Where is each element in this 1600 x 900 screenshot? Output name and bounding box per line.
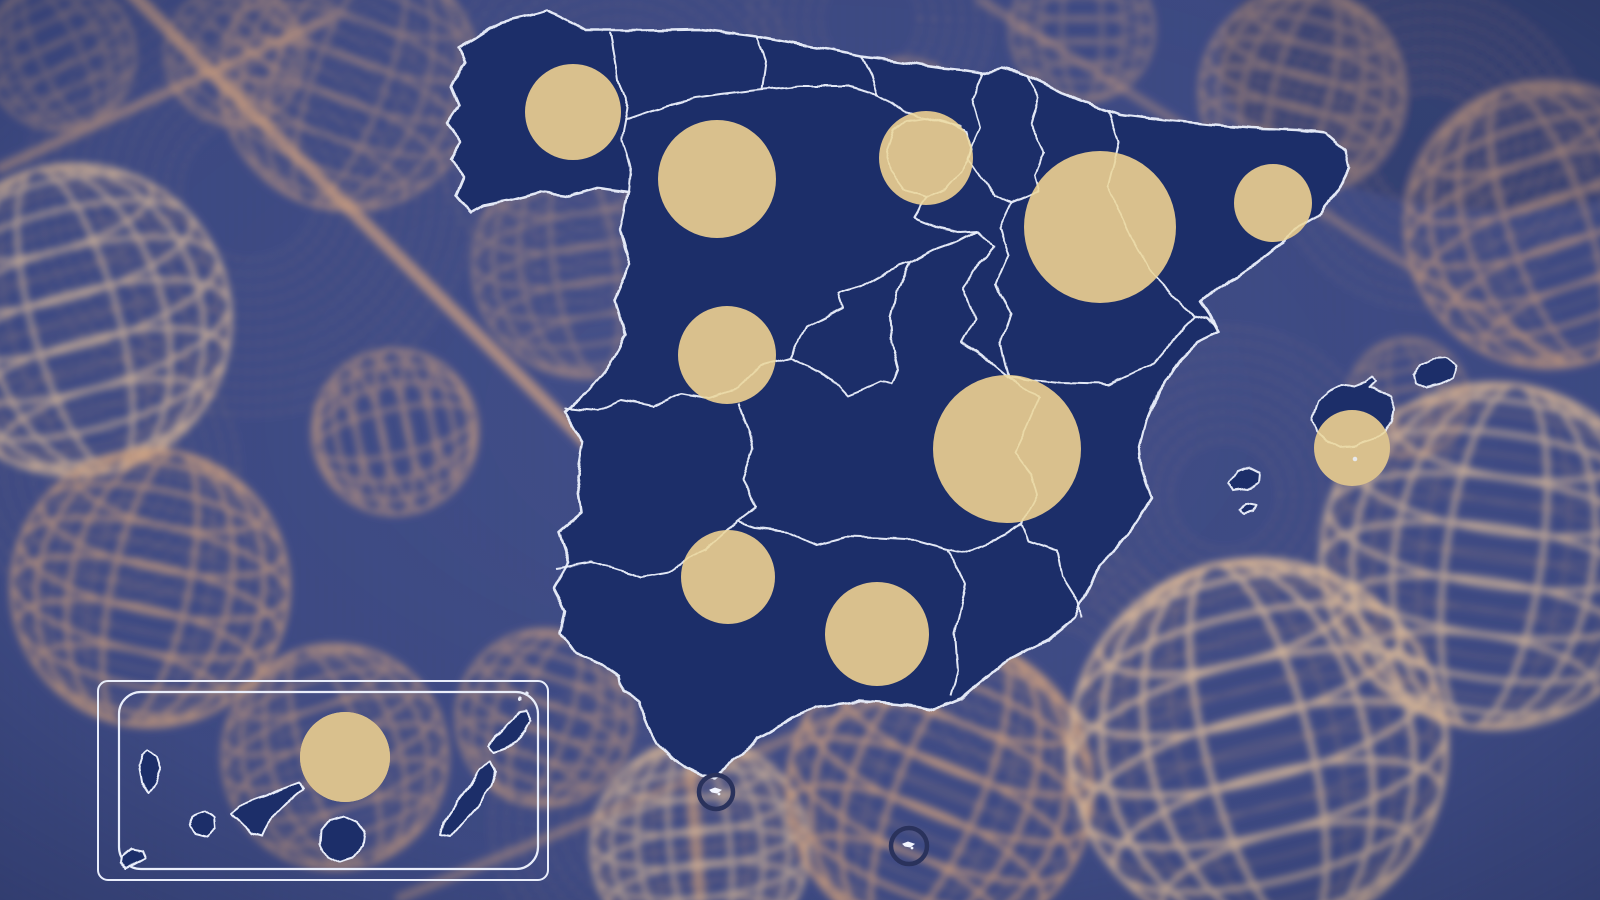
bubble-andalucia[interactable] [825, 582, 929, 686]
inset-inner-frame [117, 690, 540, 871]
island-la-palma [137, 748, 162, 793]
border-cantabria-basque [861, 55, 879, 96]
border-aragon-valencia [1007, 314, 1196, 385]
border-murcia-castillamancha [946, 523, 1023, 553]
border-murcia-andalucia [946, 548, 967, 697]
bubble-la-rioja[interactable] [879, 111, 973, 205]
bubble-aragon[interactable] [1024, 151, 1176, 303]
cabrera-island-dot [1352, 456, 1358, 462]
city-markers [696, 772, 930, 867]
canary-islands-inset [97, 680, 549, 881]
border-galicia-east [609, 31, 631, 193]
island-menorca [1413, 358, 1457, 387]
border-castillamancha-valencia [1007, 376, 1041, 525]
marker-melilla[interactable] [888, 825, 930, 867]
bubble-extremadura[interactable] [681, 530, 775, 624]
border-castillaleon-east [912, 196, 978, 233]
bubble-canarias-inset[interactable] [300, 712, 390, 802]
bubble-madrid[interactable] [678, 306, 776, 404]
island-gran-canaria [320, 815, 366, 863]
melilla-territory-shape [902, 841, 916, 848]
marker-ceuta[interactable] [696, 772, 736, 812]
bubble-cataluna[interactable] [1234, 164, 1312, 242]
bubble-galicia[interactable] [525, 64, 621, 160]
border-castillaleon-north [624, 85, 879, 121]
island-tenerife [229, 781, 303, 838]
island-la-gomera [188, 810, 216, 837]
inset-outer-frame [97, 680, 549, 881]
border-madrid-outline [789, 261, 911, 397]
island-lanzarote [487, 710, 531, 754]
border-la-rioja-outline [885, 116, 973, 198]
border-andalucia-north [736, 521, 948, 550]
border-aragon-west [995, 202, 1013, 378]
bubble-castilla-y-leon[interactable] [658, 120, 776, 238]
ceuta-territory-shape [709, 787, 723, 794]
border-central-east-chain [961, 230, 1009, 378]
border-murcia-valencia [1021, 523, 1083, 619]
border-extremadura-castillamancha [736, 403, 758, 523]
island-fuerteventura [440, 761, 496, 837]
border-madrid-northeast-link [909, 230, 978, 263]
border-asturias-cantabria [756, 35, 767, 91]
island-el-hierro [119, 848, 147, 869]
bubble-illes-balears[interactable] [1314, 410, 1390, 486]
bubble-comunidad-valenciana[interactable] [933, 375, 1081, 523]
border-valencia-cataluna [1194, 314, 1217, 328]
